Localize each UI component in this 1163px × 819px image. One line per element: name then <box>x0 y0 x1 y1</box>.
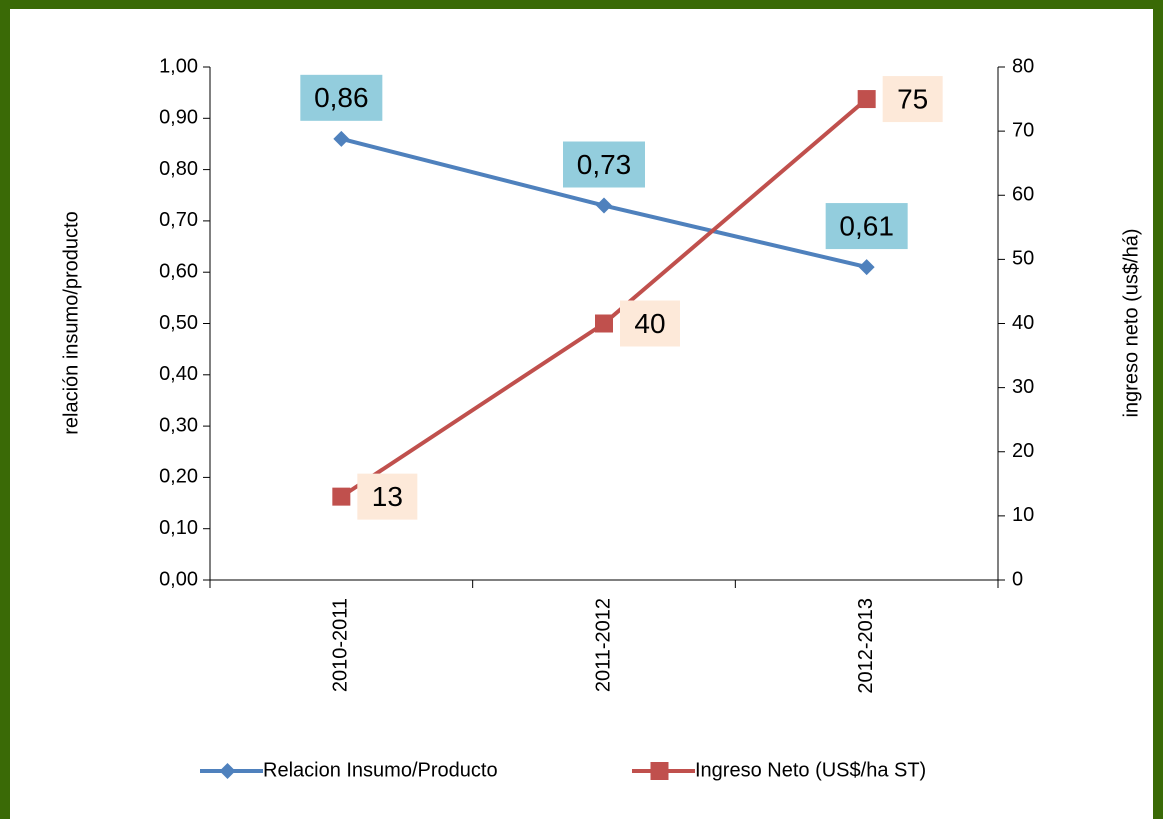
y-tick-label: 0,00 <box>159 568 198 590</box>
data-label-box <box>300 74 383 121</box>
marker <box>857 90 876 109</box>
data-label: 75 <box>897 83 928 114</box>
y-tick-label: 1,00 <box>159 55 198 77</box>
marker <box>333 130 350 147</box>
y2-tick-label: 10 <box>1012 504 1034 526</box>
data-label: 0,73 <box>577 149 632 180</box>
legend-marker <box>650 762 669 780</box>
data-label-group: 40 <box>620 300 680 347</box>
data-label-group: 0,61 <box>825 203 908 250</box>
marker <box>858 259 875 276</box>
data-label: 0,86 <box>314 82 369 113</box>
marker <box>596 197 612 214</box>
y2-tick-label: 20 <box>1012 440 1034 462</box>
x-tick-label: 2011-2012 <box>592 598 614 692</box>
y2-tick-label: 60 <box>1012 184 1034 206</box>
data-label: 40 <box>634 308 665 339</box>
y2-axis-title: ingreso neto (us$/há) <box>1120 228 1142 417</box>
y2-tick-label: 70 <box>1012 119 1034 141</box>
legend-marker <box>219 763 236 779</box>
data-label-box <box>357 473 418 520</box>
y2-tick-label: 0 <box>1012 568 1023 590</box>
marker <box>595 314 613 333</box>
x-tick-label: 2010-2011 <box>330 598 352 692</box>
y2-tick-label: 50 <box>1012 248 1034 270</box>
x-tick-label: 2012-2013 <box>855 598 877 694</box>
y2-tick-label: 40 <box>1012 312 1034 334</box>
y-tick-label: 0,80 <box>159 158 198 180</box>
y-tick-label: 0,50 <box>159 312 198 334</box>
data-label-group: 13 <box>357 473 418 520</box>
data-label-box <box>620 300 680 347</box>
data-label-group: 0,86 <box>300 74 383 121</box>
y-tick-label: 0,90 <box>159 107 198 129</box>
y-tick-label: 0,10 <box>159 517 198 539</box>
data-label-box <box>882 76 943 123</box>
data-label-group: 75 <box>882 76 943 123</box>
y-tick-label: 0,70 <box>159 209 198 231</box>
data-label: 0,61 <box>839 210 894 241</box>
y2-tick-label: 30 <box>1012 376 1034 398</box>
data-label: 13 <box>372 481 403 512</box>
y-tick-label: 0,20 <box>159 466 198 488</box>
y2-tick-label: 80 <box>1012 55 1034 77</box>
y-tick-label: 0,60 <box>159 260 198 282</box>
data-label-group: 0,73 <box>563 141 645 188</box>
data-label-box <box>825 203 908 250</box>
y-axis-title: relación insumo/producto <box>60 211 82 434</box>
marker <box>332 487 351 506</box>
y-tick-label: 0,30 <box>159 414 198 436</box>
legend-label: Relacion Insumo/Producto <box>263 759 498 781</box>
data-label-box <box>563 141 645 188</box>
chart: relación insumo/producto ingreso neto (u… <box>10 9 1153 819</box>
legend-label: Ingreso Neto (US$/ha ST) <box>695 759 926 781</box>
y-tick-label: 0,40 <box>159 363 198 385</box>
